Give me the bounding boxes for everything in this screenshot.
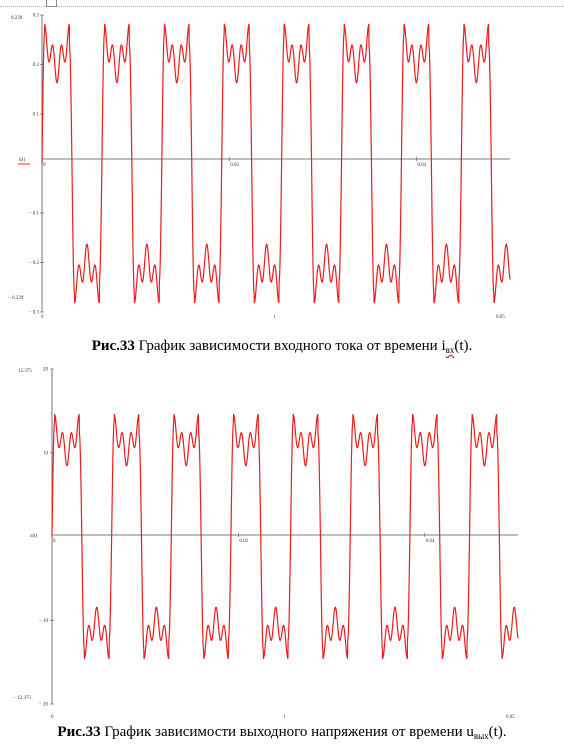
caption-figure-input-current: Рис.33 График зависимости входного тока … — [0, 338, 564, 355]
xlabel: t — [274, 315, 276, 320]
y-tick-group: 20 10 − 10 − 20 0 0.02 0.04 — [39, 368, 435, 708]
y-tick-label: − 0.2 — [29, 261, 40, 266]
y-min-marker: − 0.239 — [8, 296, 24, 301]
y-tick-label: 0.3 — [33, 14, 40, 19]
y-tick-label: − 20 — [39, 703, 49, 708]
y-tick-label: 0.2 — [33, 63, 40, 68]
xlabel: t — [284, 715, 286, 720]
y-min-marker: − 12.375 — [13, 696, 31, 701]
x-tick-label: 0 — [53, 539, 56, 544]
ylabel: u(t) — [30, 534, 38, 539]
selection-handle[interactable] — [46, 0, 57, 7]
x-tick-label: 0.02 — [239, 539, 248, 544]
caption-text: График зависимости входного тока от врем… — [134, 338, 446, 354]
caption-label: Рис.33 — [91, 338, 135, 354]
chart-output-voltage: 20 10 − 10 − 20 0 0.02 0.04 12.375 − 12.375 u(… — [13, 368, 519, 720]
y-tick-label: − 0.3 — [29, 311, 40, 316]
x-tick-label: 0.04 — [417, 163, 426, 168]
y-max-marker: 0.239 — [11, 16, 23, 21]
caption-subscript: вх — [445, 345, 455, 355]
y-tick-label: 20 — [43, 368, 49, 373]
chart-input-current: 0.30.20.1− 0.1− 0.2− 0.30 0.02 0.04 0.239 … — [8, 14, 511, 320]
ylabel: i(t) — [19, 158, 25, 163]
caption-text: График зависимости выходного напряжения … — [100, 724, 474, 740]
y-max-marker: 12.375 — [18, 369, 32, 374]
series-line — [41, 23, 511, 304]
y-tick-label: − 0.1 — [29, 212, 40, 217]
y-tick-label: 10 — [43, 451, 49, 456]
caption-subscript: вых — [473, 731, 489, 741]
y-tick-label: − 10 — [39, 619, 49, 624]
y-tick-label: 0.1 — [33, 113, 40, 118]
x-end-label: 0.05 — [506, 715, 515, 720]
caption-figure-output-voltage: Рис.33 График зависимости выходного напр… — [0, 724, 564, 741]
caption-tail: (t). — [488, 724, 507, 740]
x-end-label: 0.05 — [496, 315, 505, 320]
x-start-label: 0 — [41, 315, 44, 320]
caption-tail: (t). — [454, 338, 473, 354]
series-line — [51, 413, 519, 660]
x-tick-label: 0 — [43, 163, 46, 168]
page-top-rule — [0, 6, 564, 7]
x-start-label: 0 — [51, 715, 54, 720]
x-tick-label: 0.02 — [230, 163, 239, 168]
x-tick-label: 0.04 — [426, 539, 435, 544]
caption-label: Рис.33 — [57, 724, 101, 740]
